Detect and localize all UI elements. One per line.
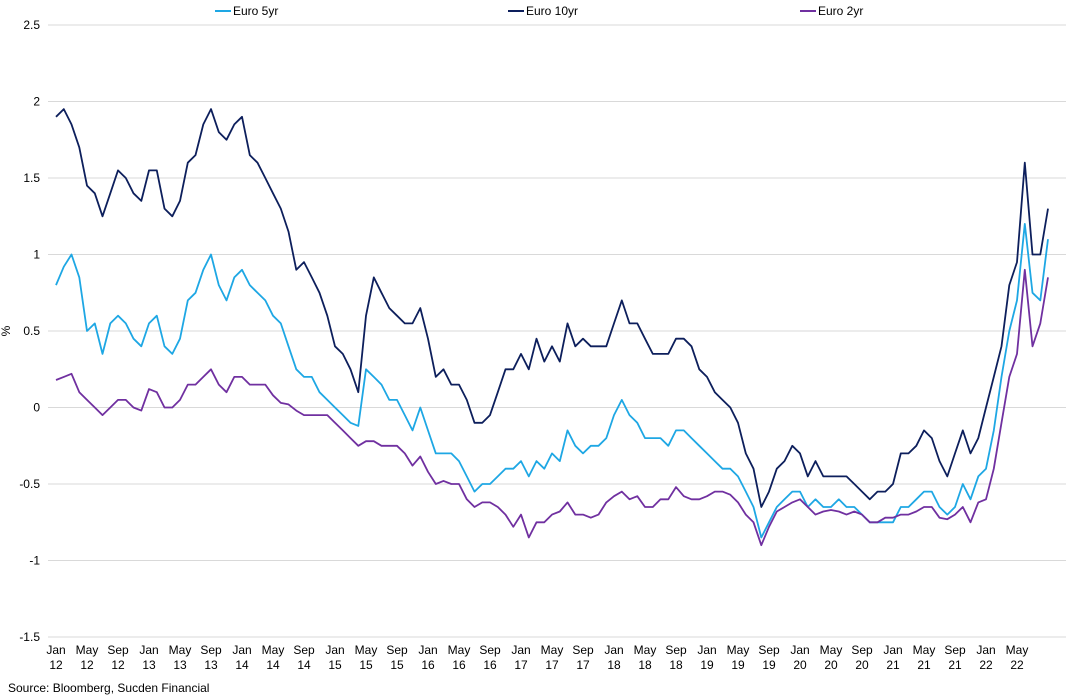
- x-tick-month: May: [448, 643, 471, 657]
- x-tick-month: Sep: [386, 643, 408, 657]
- x-tick-month: May: [727, 643, 750, 657]
- x-tick-month: Sep: [479, 643, 501, 657]
- x-tick-year: 13: [142, 658, 156, 672]
- series-line-2: [55, 108, 1049, 508]
- x-tick-month: May: [1006, 643, 1029, 657]
- x-tick-year: 12: [111, 658, 125, 672]
- y-tick-label: -1: [29, 554, 40, 568]
- y-tick-label: 1.5: [23, 171, 40, 185]
- series-lines: [55, 108, 1049, 547]
- x-tick-month: Sep: [758, 643, 780, 657]
- x-tick-month: May: [913, 643, 936, 657]
- x-tick-year: 16: [483, 658, 497, 672]
- x-tick-month: Sep: [572, 643, 594, 657]
- x-tick-month: May: [262, 643, 285, 657]
- x-tick-year: 15: [328, 658, 342, 672]
- x-tick-year: 18: [669, 658, 683, 672]
- x-tick-year: 20: [824, 658, 838, 672]
- x-tick-year: 13: [204, 658, 218, 672]
- y-axis: 2.5 2 1.5 1 0.5 0 -0.5 -1 -1.5: [19, 18, 40, 644]
- y-tick-label: 0.5: [23, 324, 40, 338]
- x-tick-month: Sep: [944, 643, 966, 657]
- x-tick-year: 16: [452, 658, 466, 672]
- y-tick-label: 0: [33, 401, 40, 415]
- x-tick-year: 20: [855, 658, 869, 672]
- x-tick-month: Sep: [851, 643, 873, 657]
- x-tick-month: Sep: [665, 643, 687, 657]
- x-tick-month: Jan: [232, 643, 251, 657]
- legend-label: Euro 5yr: [233, 4, 278, 18]
- x-tick-year: 14: [266, 658, 280, 672]
- x-tick-month: Sep: [200, 643, 222, 657]
- legend-label: Euro 10yr: [526, 4, 578, 18]
- y-tick-label: -1.5: [19, 630, 40, 644]
- x-tick-year: 15: [390, 658, 404, 672]
- series-line-3: [55, 268, 1049, 547]
- y-axis-label: %: [0, 325, 13, 336]
- x-tick-month: Sep: [107, 643, 129, 657]
- x-tick-month: May: [634, 643, 657, 657]
- y-tick-label: 2: [33, 95, 40, 109]
- x-tick-year: 19: [762, 658, 776, 672]
- x-tick-year: 13: [173, 658, 187, 672]
- x-tick-year: 17: [545, 658, 559, 672]
- x-tick-year: 17: [576, 658, 590, 672]
- x-tick-month: Jan: [325, 643, 344, 657]
- x-tick-month: Jan: [790, 643, 809, 657]
- x-tick-year: 19: [731, 658, 745, 672]
- x-tick-year: 14: [235, 658, 249, 672]
- x-tick-year: 15: [359, 658, 373, 672]
- x-tick-year: 18: [638, 658, 652, 672]
- x-tick-month: Jan: [139, 643, 158, 657]
- x-tick-year: 21: [917, 658, 931, 672]
- x-tick-year: 18: [607, 658, 621, 672]
- x-tick-month: Jan: [883, 643, 902, 657]
- x-tick-month: May: [820, 643, 843, 657]
- x-tick-month: May: [355, 643, 378, 657]
- y-tick-label: -0.5: [19, 477, 40, 491]
- y-tick-label: 2.5: [23, 18, 40, 32]
- x-tick-year: 17: [514, 658, 528, 672]
- x-tick-year: 19: [700, 658, 714, 672]
- x-tick-year: 16: [421, 658, 435, 672]
- x-tick-month: Sep: [293, 643, 315, 657]
- x-axis: Jan12May12Sep12Jan13May13Sep13Jan14May14…: [46, 643, 1028, 672]
- x-tick-month: Jan: [697, 643, 716, 657]
- x-tick-year: 22: [1010, 658, 1024, 672]
- source-note: Source: Bloomberg, Sucden Financial: [8, 681, 210, 695]
- x-tick-month: Jan: [976, 643, 995, 657]
- x-tick-year: 14: [297, 658, 311, 672]
- legend-label: Euro 2yr: [818, 4, 863, 18]
- x-tick-year: 20: [793, 658, 807, 672]
- x-tick-year: 21: [886, 658, 900, 672]
- x-tick-month: Jan: [604, 643, 623, 657]
- x-tick-year: 22: [979, 658, 993, 672]
- x-tick-year: 21: [948, 658, 962, 672]
- y-tick-label: 1: [33, 248, 40, 262]
- x-tick-month: Jan: [418, 643, 437, 657]
- x-tick-month: May: [541, 643, 564, 657]
- x-tick-month: Jan: [511, 643, 530, 657]
- x-tick-month: Jan: [46, 643, 65, 657]
- legend: Euro 5yr Euro 10yr Euro 2yr: [215, 4, 863, 18]
- x-tick-month: May: [169, 643, 192, 657]
- grid-lines: [48, 24, 1066, 638]
- x-tick-year: 12: [49, 658, 63, 672]
- series-line-1: [55, 223, 1049, 539]
- x-tick-year: 12: [80, 658, 94, 672]
- x-tick-month: May: [76, 643, 99, 657]
